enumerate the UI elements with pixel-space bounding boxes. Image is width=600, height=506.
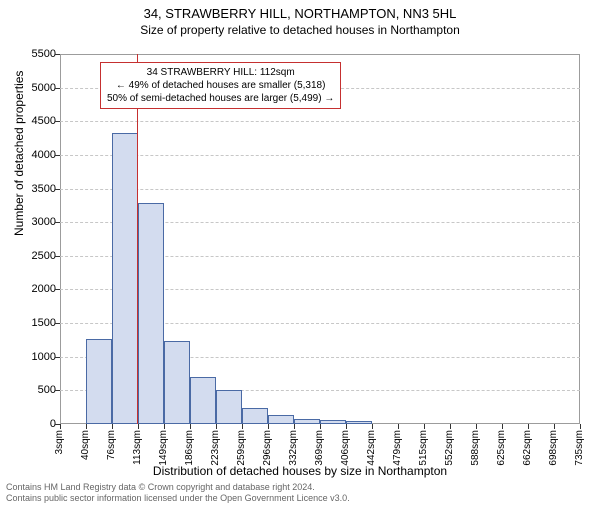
x-tick-mark xyxy=(450,424,451,429)
x-tick-label: 442sqm xyxy=(366,430,377,466)
histogram-bar xyxy=(216,390,242,424)
y-tick-label: 4000 xyxy=(32,149,56,161)
y-tick-mark xyxy=(55,121,60,122)
x-tick-label: 698sqm xyxy=(548,430,559,466)
x-tick-label: 186sqm xyxy=(184,430,195,466)
y-tick-mark xyxy=(55,222,60,223)
histogram-bar xyxy=(346,421,372,424)
histogram-bar xyxy=(294,419,320,424)
y-tick-label: 2000 xyxy=(32,283,56,295)
histogram-bar xyxy=(320,420,346,424)
x-tick-mark xyxy=(190,424,191,429)
x-tick-label: 3sqm xyxy=(54,430,65,454)
y-tick-label: 1000 xyxy=(32,351,56,363)
histogram-bar xyxy=(86,339,112,424)
x-tick-mark xyxy=(216,424,217,429)
x-tick-label: 588sqm xyxy=(470,430,481,466)
x-tick-label: 296sqm xyxy=(262,430,273,466)
x-tick-label: 332sqm xyxy=(288,430,299,466)
x-tick-label: 735sqm xyxy=(574,430,585,466)
y-tick-label: 3000 xyxy=(32,216,56,228)
x-tick-label: 223sqm xyxy=(210,430,221,466)
x-tick-mark xyxy=(112,424,113,429)
x-tick-mark xyxy=(60,424,61,429)
y-axis-label: Number of detached properties xyxy=(12,71,26,236)
x-axis-label: Distribution of detached houses by size … xyxy=(0,464,600,478)
x-tick-mark xyxy=(320,424,321,429)
histogram-bar xyxy=(268,415,294,424)
histogram-bar xyxy=(138,203,164,424)
y-tick-label: 4500 xyxy=(32,115,56,127)
x-tick-mark xyxy=(580,424,581,429)
marker-line xyxy=(137,54,138,424)
y-tick-mark xyxy=(55,88,60,89)
x-tick-mark xyxy=(372,424,373,429)
x-tick-label: 625sqm xyxy=(496,430,507,466)
y-tick-mark xyxy=(55,357,60,358)
x-tick-label: 40sqm xyxy=(80,430,91,460)
x-tick-label: 552sqm xyxy=(444,430,455,466)
x-tick-mark xyxy=(554,424,555,429)
x-tick-mark xyxy=(346,424,347,429)
x-tick-mark xyxy=(294,424,295,429)
footer-line1: Contains HM Land Registry data © Crown c… xyxy=(6,482,594,493)
y-tick-mark xyxy=(55,54,60,55)
footer-line2: Contains public sector information licen… xyxy=(6,493,594,504)
x-tick-label: 259sqm xyxy=(236,430,247,466)
page-subtitle: Size of property relative to detached ho… xyxy=(0,23,600,37)
x-tick-mark xyxy=(242,424,243,429)
x-tick-mark xyxy=(268,424,269,429)
x-tick-label: 406sqm xyxy=(340,430,351,466)
histogram-bar xyxy=(242,408,268,424)
x-tick-label: 479sqm xyxy=(392,430,403,466)
x-tick-mark xyxy=(424,424,425,429)
x-tick-mark xyxy=(528,424,529,429)
y-tick-mark xyxy=(55,289,60,290)
annotation-line: 50% of semi-detached houses are larger (… xyxy=(107,92,334,105)
x-tick-mark xyxy=(86,424,87,429)
x-tick-mark xyxy=(138,424,139,429)
x-tick-label: 113sqm xyxy=(132,430,143,465)
x-tick-label: 149sqm xyxy=(158,430,169,466)
y-tick-label: 5000 xyxy=(32,82,56,94)
chart-area: 0500100015002000250030003500400045005000… xyxy=(60,54,580,424)
x-tick-mark xyxy=(476,424,477,429)
page-title: 34, STRAWBERRY HILL, NORTHAMPTON, NN3 5H… xyxy=(0,6,600,21)
x-tick-mark xyxy=(164,424,165,429)
histogram-bar xyxy=(164,341,190,424)
y-tick-label: 500 xyxy=(38,384,56,396)
y-tick-mark xyxy=(55,390,60,391)
x-tick-label: 76sqm xyxy=(106,430,117,460)
y-tick-label: 2500 xyxy=(32,250,56,262)
y-tick-mark xyxy=(55,189,60,190)
annotation-box: 34 STRAWBERRY HILL: 112sqm← 49% of detac… xyxy=(100,62,341,109)
x-tick-mark xyxy=(502,424,503,429)
y-tick-mark xyxy=(55,155,60,156)
histogram-bar xyxy=(112,133,138,424)
y-tick-label: 5500 xyxy=(32,48,56,60)
x-tick-label: 662sqm xyxy=(522,430,533,466)
annotation-line: ← 49% of detached houses are smaller (5,… xyxy=(107,79,334,92)
x-tick-mark xyxy=(398,424,399,429)
y-tick-mark xyxy=(55,323,60,324)
x-tick-label: 369sqm xyxy=(314,430,325,466)
y-tick-label: 1500 xyxy=(32,317,56,329)
footer-attribution: Contains HM Land Registry data © Crown c… xyxy=(6,482,594,504)
x-tick-label: 515sqm xyxy=(418,430,429,466)
y-tick-label: 3500 xyxy=(32,183,56,195)
annotation-line: 34 STRAWBERRY HILL: 112sqm xyxy=(107,66,334,79)
y-tick-mark xyxy=(55,256,60,257)
histogram-bar xyxy=(190,377,216,424)
